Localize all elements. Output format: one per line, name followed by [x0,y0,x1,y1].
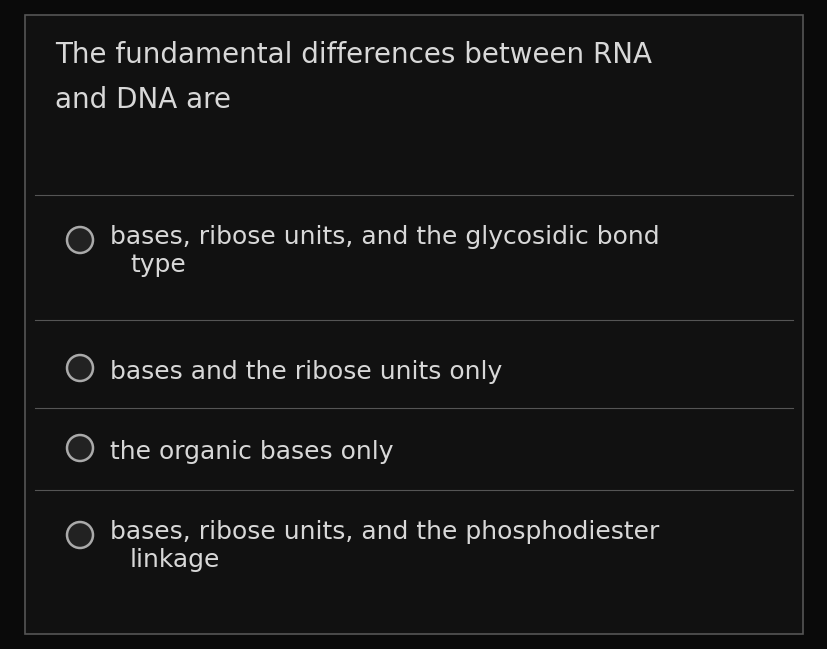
Text: bases, ribose units, and the phosphodiester: bases, ribose units, and the phosphodies… [110,520,658,544]
Text: The fundamental differences between RNA: The fundamental differences between RNA [55,41,651,69]
Circle shape [67,355,93,381]
Text: the organic bases only: the organic bases only [110,440,393,464]
Circle shape [67,435,93,461]
Circle shape [67,227,93,253]
Circle shape [67,522,93,548]
Text: bases, ribose units, and the glycosidic bond: bases, ribose units, and the glycosidic … [110,225,659,249]
Text: bases and the ribose units only: bases and the ribose units only [110,360,502,384]
Text: type: type [130,253,185,277]
Text: and DNA are: and DNA are [55,86,231,114]
Text: linkage: linkage [130,548,220,572]
